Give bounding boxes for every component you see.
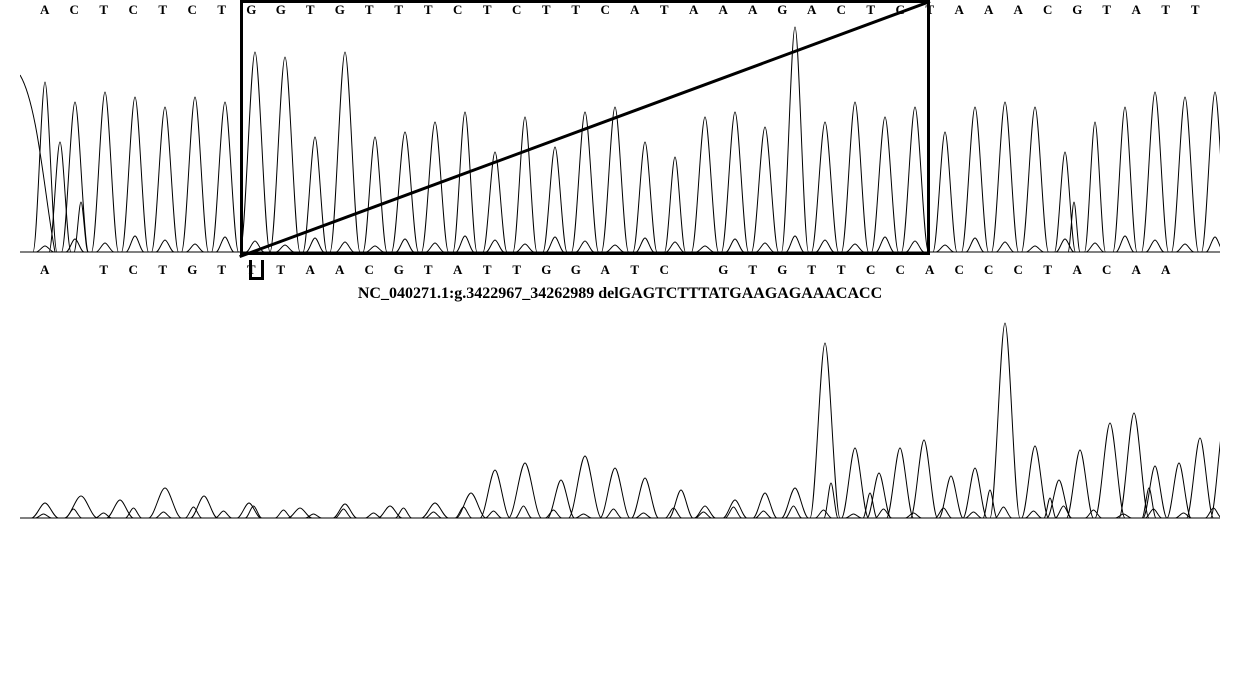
chromatogram-caption: NC_040271.1:g.3422967_34262989 delGAGTCT… [20, 285, 1220, 303]
sequence-base: A [738, 2, 768, 18]
sequence-base: T [384, 2, 414, 18]
sequence-base: T [1033, 262, 1063, 278]
sequence-base: G [237, 2, 267, 18]
sequence-base: C [1004, 262, 1034, 278]
sequence-base: C [827, 2, 857, 18]
sequence-base: G [178, 262, 208, 278]
sequence-base: A [1063, 262, 1093, 278]
sequence-base: T [207, 2, 237, 18]
sequence-base: C [60, 2, 90, 18]
sequence-base: T [1092, 2, 1122, 18]
sequence-base: A [1004, 2, 1034, 18]
sequence-base: C [974, 262, 1004, 278]
sequence-base: T [620, 262, 650, 278]
bottom-sequence-row: ATCTGTTTAACGTATTGGATCGTGTTCCACCCTACAA [20, 260, 1220, 280]
sequence-base: T [89, 262, 119, 278]
sequence-base: T [1151, 2, 1181, 18]
sequence-base: A [1122, 2, 1152, 18]
sequence-base: C [178, 2, 208, 18]
sequence-base: G [266, 2, 296, 18]
sequence-base: A [974, 2, 1004, 18]
sequence-base: C [1092, 262, 1122, 278]
sequence-base: T [148, 262, 178, 278]
sequence-base: T [856, 2, 886, 18]
sequence-base: C [591, 2, 621, 18]
sequence-base: A [296, 262, 326, 278]
sequence-base: T [1181, 2, 1211, 18]
sequence-base: A [709, 2, 739, 18]
top-chromatogram: ACTCTCTGGTGTTTCTCTTCATAAAGACTCTAAACGTATT… [20, 0, 1220, 528]
sequence-base: T [797, 262, 827, 278]
sequence-base: T [296, 2, 326, 18]
sequence-base: T [355, 2, 385, 18]
sequence-base: T [502, 262, 532, 278]
sequence-base: C [443, 2, 473, 18]
sequence-base: A [915, 262, 945, 278]
sequence-base: C [355, 262, 385, 278]
sequence-base: G [768, 2, 798, 18]
sequence-base: A [591, 262, 621, 278]
sequence-base: C [886, 262, 916, 278]
top-trace-svg [20, 20, 1220, 260]
sequence-base: T [561, 2, 591, 18]
sequence-base: A [30, 2, 60, 18]
sequence-base: A [679, 2, 709, 18]
sequence-base: T [738, 262, 768, 278]
sequence-base: A [620, 2, 650, 18]
sequence-base: T [148, 2, 178, 18]
sequence-base: C [1033, 2, 1063, 18]
sequence-base: T [414, 262, 444, 278]
sequence-base: T [89, 2, 119, 18]
deletion-small-bracket [249, 260, 264, 280]
top-sequence-row: ACTCTCTGGTGTTTCTCTTCATAAAGACTCTAAACGTATT [20, 0, 1220, 20]
sequence-base: T [473, 2, 503, 18]
sequence-base: T [266, 262, 296, 278]
sequence-base: G [709, 262, 739, 278]
sequence-base: G [532, 262, 562, 278]
sequence-base: A [797, 2, 827, 18]
sequence-base: A [325, 262, 355, 278]
sequence-base: T [414, 2, 444, 18]
sequence-base: G [1063, 2, 1093, 18]
sequence-base: G [768, 262, 798, 278]
sequence-base: C [945, 262, 975, 278]
sequence-base: C [650, 262, 680, 278]
sequence-base: G [561, 262, 591, 278]
sequence-base: A [945, 2, 975, 18]
sequence-base: C [119, 2, 149, 18]
sequence-base: A [1151, 262, 1181, 278]
sequence-base: T [473, 262, 503, 278]
sequence-base: A [30, 262, 60, 278]
sequence-base: T [650, 2, 680, 18]
sequence-base: C [119, 262, 149, 278]
bottom-trace-svg [20, 313, 1220, 528]
sequence-base: T [827, 262, 857, 278]
top-trace-area [20, 20, 1220, 260]
sequence-base: G [384, 262, 414, 278]
sequence-base: A [1122, 262, 1152, 278]
sequence-base: A [443, 262, 473, 278]
sequence-base: T [207, 262, 237, 278]
bottom-trace-area [20, 313, 1220, 528]
sequence-base: C [856, 262, 886, 278]
sequence-base: G [325, 2, 355, 18]
sequence-base: C [502, 2, 532, 18]
sequence-base: T [532, 2, 562, 18]
